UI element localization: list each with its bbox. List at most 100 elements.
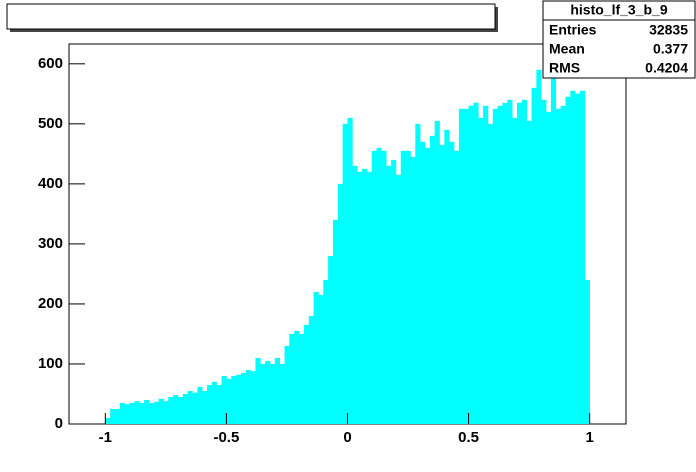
bar xyxy=(197,387,202,424)
bar xyxy=(168,397,173,424)
y-tick-label: 500 xyxy=(38,115,63,132)
bar xyxy=(255,358,260,424)
bar xyxy=(130,403,135,424)
bar xyxy=(473,103,478,424)
bar xyxy=(420,142,425,424)
stats-value: 0.377 xyxy=(653,41,688,57)
stats-value: 32835 xyxy=(649,22,688,38)
bar xyxy=(430,136,435,424)
bar xyxy=(469,106,474,424)
bar xyxy=(507,100,512,424)
bar xyxy=(217,385,222,424)
x-tick-label: -0.5 xyxy=(213,429,239,446)
bar xyxy=(110,409,115,424)
bar xyxy=(125,404,130,424)
y-tick-label: 200 xyxy=(38,295,63,312)
bar xyxy=(343,124,348,424)
bar xyxy=(522,100,527,424)
bar xyxy=(149,403,154,424)
title-box xyxy=(7,4,495,29)
bar xyxy=(251,371,256,424)
bar xyxy=(226,379,231,424)
bar xyxy=(575,94,580,424)
bar xyxy=(338,184,343,424)
stats-label: Entries xyxy=(549,22,597,38)
bar xyxy=(440,145,445,424)
bar xyxy=(352,166,357,424)
bar xyxy=(401,151,406,424)
bar xyxy=(275,358,280,424)
bar xyxy=(183,394,188,424)
bar xyxy=(546,112,551,424)
bar xyxy=(285,346,290,424)
bar xyxy=(202,391,207,424)
bar xyxy=(323,280,328,424)
x-tick-label: 1 xyxy=(586,429,594,446)
bar xyxy=(280,364,285,424)
bar xyxy=(328,256,333,424)
bar xyxy=(362,169,367,424)
bar xyxy=(561,106,566,424)
bar xyxy=(517,103,522,424)
bar xyxy=(449,142,454,424)
bar xyxy=(294,331,299,424)
bar xyxy=(551,64,556,424)
stats-label: Mean xyxy=(549,41,585,57)
bar xyxy=(333,220,338,424)
bar xyxy=(105,418,110,424)
bar xyxy=(304,325,309,424)
bar xyxy=(498,106,503,424)
bar xyxy=(483,106,488,424)
y-tick-label: 100 xyxy=(38,355,63,372)
bar xyxy=(502,103,507,424)
bar xyxy=(159,399,164,424)
bar xyxy=(512,118,517,424)
bar xyxy=(265,361,270,424)
bar xyxy=(585,280,590,424)
bar xyxy=(367,172,372,424)
plot xyxy=(105,64,590,424)
bar xyxy=(289,334,294,424)
bar xyxy=(435,121,440,424)
bar xyxy=(580,91,585,424)
bar xyxy=(357,172,362,424)
bar xyxy=(381,151,386,424)
bar xyxy=(391,160,396,424)
bar xyxy=(212,382,217,424)
x-tick-label: 0.5 xyxy=(458,429,479,446)
y-tick-label: 600 xyxy=(38,55,63,72)
bar xyxy=(556,109,561,424)
stats-title: histo_lf_3_b_9 xyxy=(570,2,667,18)
bar xyxy=(570,91,575,424)
bar xyxy=(536,70,541,424)
bar xyxy=(565,97,570,424)
bar xyxy=(241,373,246,424)
bar xyxy=(154,402,159,424)
bar xyxy=(532,88,537,424)
bar xyxy=(134,401,139,424)
bar xyxy=(348,118,353,424)
bar xyxy=(270,364,275,424)
bar xyxy=(318,295,323,424)
y-tick-label: 300 xyxy=(38,235,63,252)
bar xyxy=(193,393,198,424)
bar xyxy=(144,400,149,424)
bar xyxy=(396,175,401,424)
stats-label: RMS xyxy=(549,60,580,76)
bar xyxy=(410,157,415,424)
bar xyxy=(178,397,183,424)
bar xyxy=(163,401,168,424)
bar xyxy=(386,166,391,424)
x-tick-label: -1 xyxy=(99,429,112,446)
bar xyxy=(207,385,212,424)
stats-value: 0.4204 xyxy=(645,60,688,76)
y-tick-label: 0 xyxy=(55,415,63,432)
bar xyxy=(115,409,120,424)
bar xyxy=(377,148,382,424)
bar xyxy=(454,151,459,424)
bar xyxy=(231,376,236,424)
bar xyxy=(459,109,464,424)
bar xyxy=(309,316,314,424)
